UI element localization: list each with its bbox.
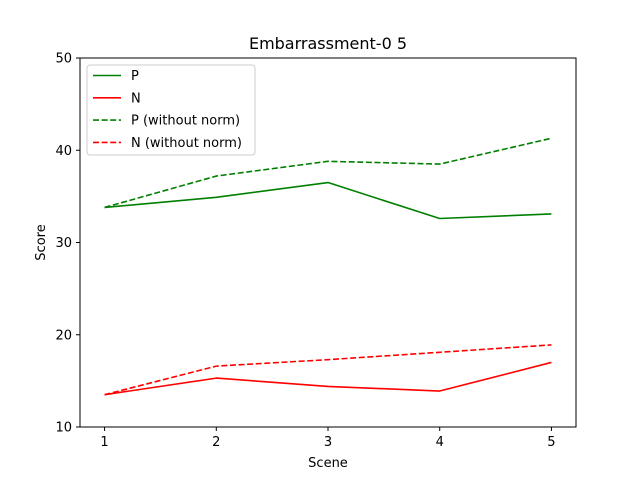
y-tick-label: 30: [55, 236, 72, 251]
legend-label-p-without-norm: P (without norm): [131, 114, 240, 129]
legend-label-n: N: [131, 91, 141, 106]
x-tick-label: 3: [324, 435, 332, 450]
x-axis-label: Scene: [308, 456, 348, 471]
y-tick-label: 40: [55, 144, 72, 159]
series-line-p-without-norm: [104, 137, 552, 209]
y-tick-label: 10: [55, 421, 72, 436]
series-layer: [104, 137, 552, 396]
series-line-n-without-norm: [104, 344, 552, 396]
plot-frame: [79, 57, 577, 428]
legend: PN P (without norm) N (without norm): [86, 64, 256, 156]
y-tick-label: 20: [55, 328, 72, 343]
x-tick-label: 4: [436, 435, 444, 450]
legend-label-p: P: [131, 69, 139, 84]
series-line-p: [104, 181, 552, 220]
legend-box: [86, 64, 256, 156]
series-line-n: [104, 361, 552, 396]
x-tick-label: 1: [100, 435, 108, 450]
y-tick-label: 50: [55, 52, 72, 67]
chart-title: Embarrassment-0 5: [249, 34, 407, 53]
x-tick-label: 5: [547, 435, 555, 450]
legend-label-n-without-norm: N (without norm): [131, 136, 242, 151]
ticks-layer: 1 2 3 4 5 10 20 30 40 50: [55, 52, 555, 451]
y-axis-label: Score: [34, 224, 49, 260]
x-tick-label: 2: [212, 435, 220, 450]
